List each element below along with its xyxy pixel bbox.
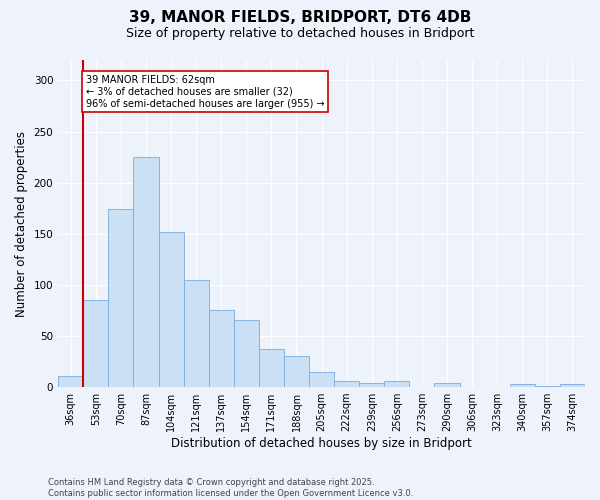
Bar [234,320,259,387]
Bar [560,384,585,387]
Bar [109,209,133,387]
X-axis label: Distribution of detached houses by size in Bridport: Distribution of detached houses by size … [171,437,472,450]
Text: 39, MANOR FIELDS, BRIDPORT, DT6 4DB: 39, MANOR FIELDS, BRIDPORT, DT6 4DB [129,10,471,25]
Bar [184,280,209,387]
Bar [434,383,460,387]
Bar [510,384,535,387]
Text: Contains HM Land Registry data © Crown copyright and database right 2025.
Contai: Contains HM Land Registry data © Crown c… [48,478,413,498]
Bar [58,376,83,387]
Y-axis label: Number of detached properties: Number of detached properties [15,130,28,316]
Bar [284,356,309,387]
Bar [535,386,560,387]
Bar [83,300,109,387]
Text: 39 MANOR FIELDS: 62sqm
← 3% of detached houses are smaller (32)
96% of semi-deta: 39 MANOR FIELDS: 62sqm ← 3% of detached … [86,76,325,108]
Bar [158,232,184,387]
Bar [209,310,234,387]
Text: Size of property relative to detached houses in Bridport: Size of property relative to detached ho… [126,28,474,40]
Bar [359,383,385,387]
Bar [334,381,359,387]
Bar [309,372,334,387]
Bar [133,157,158,387]
Bar [259,350,284,387]
Bar [385,381,409,387]
